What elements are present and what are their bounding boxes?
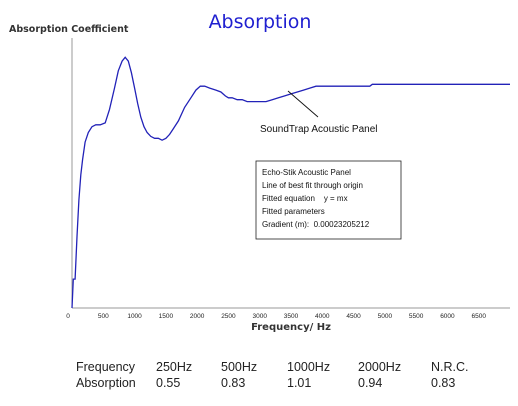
absorption-table: Frequency 250Hz 500Hz 1000Hz 2000Hz N.R.… (76, 360, 469, 390)
x-tick-label: 4000 (315, 313, 330, 320)
chart-title: Absorption (209, 11, 312, 33)
table-row-label-absorption: Absorption (76, 376, 136, 390)
x-tick-label: 5500 (409, 313, 424, 320)
x-tick-label: 0 (66, 313, 70, 320)
infobox-line-5: Gradient (m): 0.00023205212 (262, 220, 370, 229)
infobox-line-3: Fitted equation y = mx (262, 194, 348, 203)
x-tick-label: 2500 (221, 313, 236, 320)
table-value-250hz: 0.55 (156, 376, 180, 390)
series-label-soundtrap: SoundTrap Acoustic Panel (260, 124, 377, 135)
x-tick-label: 5000 (378, 313, 393, 320)
table-value-1000hz: 1.01 (287, 376, 311, 390)
table-value-500hz: 0.83 (221, 376, 245, 390)
table-header-nrc: N.R.C. (431, 360, 469, 374)
series-line-soundtrap (71, 56, 510, 309)
x-tick-label: 1500 (159, 313, 174, 320)
table-header-1000hz: 1000Hz (287, 360, 330, 374)
series-label-leader (287, 90, 319, 118)
x-tick-labels: 0 500 1000 1500 2000 2500 3000 3500 4000 4500 5000… (66, 313, 486, 320)
table-header-2000hz: 2000Hz (358, 360, 401, 374)
x-tick-label: 3000 (252, 313, 267, 320)
table-value-2000hz: 0.94 (358, 376, 382, 390)
x-tick-label: 4500 (346, 313, 361, 320)
table-header-500hz: 500Hz (221, 360, 257, 374)
x-tick-label: 6500 (471, 313, 486, 320)
infobox-line-2: Line of best fit through origin (262, 181, 363, 190)
infobox-frame (255, 160, 402, 240)
table-value-nrc: 0.83 (431, 376, 455, 390)
x-tick-label: 2000 (190, 313, 205, 320)
infobox-line-4: Fitted parameters (262, 207, 325, 216)
x-tick-label: 500 (98, 313, 109, 320)
table-header-frequency: Frequency (76, 360, 136, 374)
table-header-250hz: 250Hz (156, 360, 192, 374)
x-axis-label: Frequency/ Hz (251, 322, 331, 333)
x-tick-label: 1000 (127, 313, 142, 320)
x-tick-label: 6000 (440, 313, 455, 320)
y-axis-label: Absorption Coefficient (9, 24, 129, 35)
x-tick-label: 3500 (284, 313, 299, 320)
infobox-line-1: Echo-Stik Acoustic Panel (262, 168, 351, 177)
